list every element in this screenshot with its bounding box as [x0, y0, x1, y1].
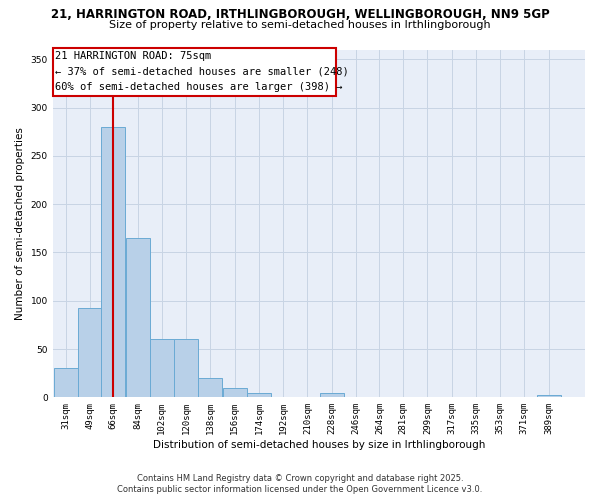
Bar — [199, 378, 223, 398]
Bar — [536, 396, 560, 398]
Bar — [150, 340, 174, 398]
FancyBboxPatch shape — [53, 48, 335, 96]
Text: 21 HARRINGTON ROAD: 75sqm: 21 HARRINGTON ROAD: 75sqm — [55, 50, 212, 60]
Bar — [79, 308, 101, 398]
Bar — [247, 392, 271, 398]
Text: Contains HM Land Registry data © Crown copyright and database right 2025.
Contai: Contains HM Land Registry data © Crown c… — [118, 474, 482, 494]
Bar — [320, 394, 344, 398]
Bar — [54, 368, 78, 398]
Text: 60% of semi-detached houses are larger (398) →: 60% of semi-detached houses are larger (… — [55, 82, 343, 92]
Y-axis label: Number of semi-detached properties: Number of semi-detached properties — [15, 127, 25, 320]
Text: Size of property relative to semi-detached houses in Irthlingborough: Size of property relative to semi-detach… — [109, 20, 491, 30]
Bar — [223, 388, 247, 398]
Bar — [101, 127, 125, 398]
Bar — [125, 238, 149, 398]
Text: 21, HARRINGTON ROAD, IRTHLINGBOROUGH, WELLINGBOROUGH, NN9 5GP: 21, HARRINGTON ROAD, IRTHLINGBOROUGH, WE… — [50, 8, 550, 20]
Text: ← 37% of semi-detached houses are smaller (248): ← 37% of semi-detached houses are smalle… — [55, 66, 349, 76]
X-axis label: Distribution of semi-detached houses by size in Irthlingborough: Distribution of semi-detached houses by … — [152, 440, 485, 450]
Bar — [174, 340, 198, 398]
